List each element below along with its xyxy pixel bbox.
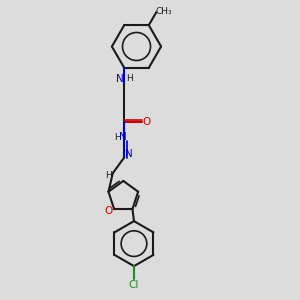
- Text: H: H: [114, 133, 121, 142]
- Text: N: N: [125, 149, 133, 159]
- Text: H: H: [105, 171, 112, 180]
- Text: O: O: [104, 206, 112, 216]
- Text: N: N: [119, 132, 127, 142]
- Text: CH₃: CH₃: [155, 7, 172, 16]
- Text: O: O: [142, 117, 151, 128]
- Text: N: N: [116, 74, 124, 84]
- Text: H: H: [126, 74, 133, 83]
- Text: Cl: Cl: [129, 280, 139, 290]
